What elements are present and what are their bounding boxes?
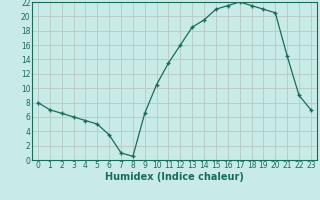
X-axis label: Humidex (Indice chaleur): Humidex (Indice chaleur) xyxy=(105,172,244,182)
